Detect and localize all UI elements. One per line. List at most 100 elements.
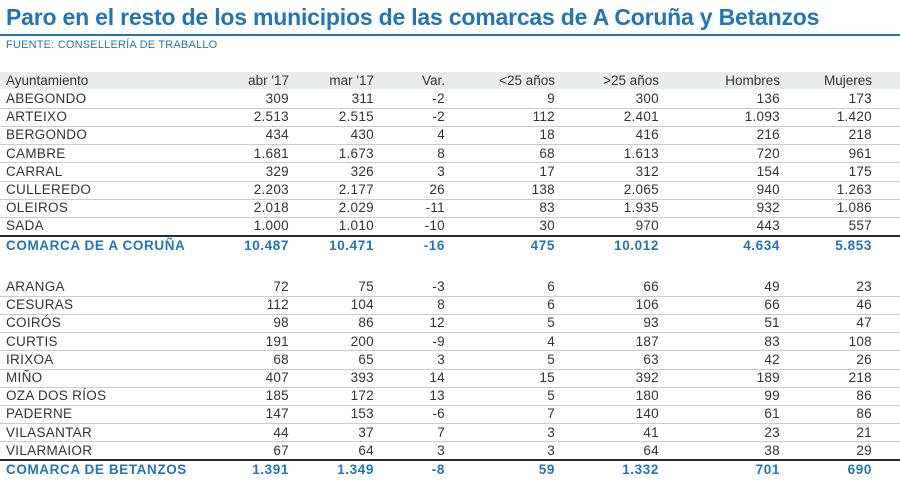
table-cell-over25: 64: [643, 442, 659, 458]
table-cell-over25: 416: [635, 127, 659, 143]
table-cell-men: 720: [756, 145, 780, 161]
table-cell-under25: 6: [547, 297, 555, 313]
table-cell-mar: 86: [358, 315, 374, 331]
table-cell-abr: 2.513: [253, 109, 289, 125]
total-rule: [0, 459, 900, 461]
table-cell-women: 557: [848, 218, 872, 234]
table-cell-mar: 393: [350, 370, 374, 385]
table-cell-name: SADA: [6, 218, 44, 234]
table-cell-name: IRIXOA: [6, 351, 54, 367]
row-separator: [0, 313, 900, 315]
table-cell-var: 8: [437, 145, 445, 161]
table-cell-men: 4.634: [743, 237, 780, 253]
table-row: ABEGONDO 309 311 -2 9 300 136 173: [0, 90, 900, 108]
col-header-mujeres: Mujeres: [823, 73, 872, 88]
table-cell-name: CURTIS: [6, 333, 58, 349]
table-cell-under25: 30: [539, 218, 555, 234]
table-cell-var: -2: [432, 91, 445, 106]
table-cell-women: 86: [856, 406, 872, 422]
table-cell-var: 3: [437, 351, 445, 367]
table-cell-men: 136: [756, 91, 780, 106]
table-cell-name: VILARMAIOR: [6, 442, 93, 458]
table-cell-abr: 10.487: [244, 237, 289, 253]
table-cell-women: 175: [848, 163, 872, 179]
table-cell-women: 21: [856, 424, 872, 440]
table-row: VILASANTAR 44 37 7 3 41 23 21: [0, 424, 900, 442]
table-cell-under25: 6: [547, 279, 555, 294]
table-cell-abr: 68: [273, 351, 289, 367]
row-separator: [0, 404, 900, 406]
table-cell-men: 154: [756, 163, 780, 179]
col-header-over25: >25 años: [603, 73, 659, 88]
table-cell-mar: 2.177: [338, 182, 374, 197]
table-cell-var: -6: [432, 406, 445, 422]
table-cell-under25: 3: [547, 442, 555, 458]
table-cell-var: 14: [429, 370, 445, 385]
table-cell-abr: 309: [265, 91, 289, 106]
table-cell-var: -8: [431, 462, 445, 477]
table-cell-name: CARRAL: [6, 163, 63, 179]
table-row: COIRÓS 98 86 12 5 93 51 47: [0, 314, 900, 332]
table-cell-men: 189: [756, 370, 780, 385]
table-cell-women: 46: [856, 297, 872, 313]
table-cell-over25: 180: [635, 388, 659, 404]
table-cell-abr: 72: [273, 279, 289, 294]
table-cell-over25: 300: [635, 91, 659, 106]
table-cell-abr: 407: [265, 370, 289, 385]
table-cell-mar: 430: [350, 127, 374, 143]
col-header-ayuntamiento: Ayuntamiento: [6, 73, 89, 88]
col-header-abr: abr '17: [248, 73, 289, 88]
table-cell-var: 12: [429, 315, 445, 331]
row-separator: [0, 386, 900, 388]
table-cell-abr: 434: [265, 127, 289, 143]
table-cell-name: MIÑO: [6, 370, 43, 385]
table-cell-name: OLEIROS: [6, 200, 69, 216]
table-cell-women: 5.853: [835, 237, 872, 253]
table-cell-over25: 140: [635, 406, 659, 422]
table-cell-mar: 104: [350, 297, 374, 313]
table-cell-women: 173: [848, 91, 872, 106]
table-cell-over25: 93: [643, 315, 659, 331]
col-header-mar: mar '17: [329, 73, 374, 88]
table-row: ARANGA 72 75 -3 6 66 49 23: [0, 278, 900, 296]
table-cell-abr: 185: [265, 388, 289, 404]
table-cell-women: 218: [848, 370, 872, 385]
table-cell-var: 3: [437, 442, 445, 458]
table-cell-under25: 5: [547, 351, 555, 367]
table-cell-abr: 1.000: [253, 218, 289, 234]
table-cell-women: 26: [856, 351, 872, 367]
table-cell-mar: 153: [350, 406, 374, 422]
col-header-under25: <25 años: [499, 73, 555, 88]
table-cell-over25: 1.613: [623, 145, 659, 161]
table-header: Ayuntamiento abr '17 mar '17 Var. <25 añ…: [0, 72, 900, 89]
col-header-hombres: Hombres: [725, 73, 780, 88]
total-rule: [0, 234, 900, 237]
row-separator: [0, 162, 900, 164]
table-row: CAMBRE 1.681 1.673 8 68 1.613 720 961: [0, 145, 900, 163]
table-cell-name: ABEGONDO: [6, 91, 87, 106]
row-separator: [0, 295, 900, 297]
table-cell-var: -2: [432, 109, 445, 125]
table-cell-over25: 10.012: [614, 237, 659, 253]
row-separator: [0, 107, 900, 109]
table-cell-abr: 1.391: [252, 462, 289, 477]
table-cell-men: 932: [756, 200, 780, 216]
table-cell-name: OZA DOS RÍOS: [6, 388, 107, 404]
table-cell-men: 42: [764, 351, 780, 367]
table-cell-mar: 200: [350, 333, 374, 349]
table-cell-abr: 1.681: [253, 145, 289, 161]
table-cell-under25: 475: [530, 237, 555, 253]
table-row: CURTIS 191 200 -9 4 187 83 108: [0, 333, 900, 351]
table-cell-var: 3: [437, 163, 445, 179]
table-cell-name: CESURAS: [6, 297, 74, 313]
table-cell-var: 4: [437, 127, 445, 143]
table-row: OLEIROS 2.018 2.029 -11 83 1.935 932 1.086: [0, 199, 900, 217]
table-cell-under25: 17: [539, 163, 555, 179]
table-cell-name: BERGONDO: [6, 127, 88, 143]
table-cell-abr: 147: [265, 406, 289, 422]
table-cell-men: 61: [764, 406, 780, 422]
table-cell-under25: 9: [547, 91, 555, 106]
table-cell-var: 13: [429, 388, 445, 404]
table-cell-over25: 63: [643, 351, 659, 367]
table-cell-name: COIRÓS: [6, 315, 62, 331]
